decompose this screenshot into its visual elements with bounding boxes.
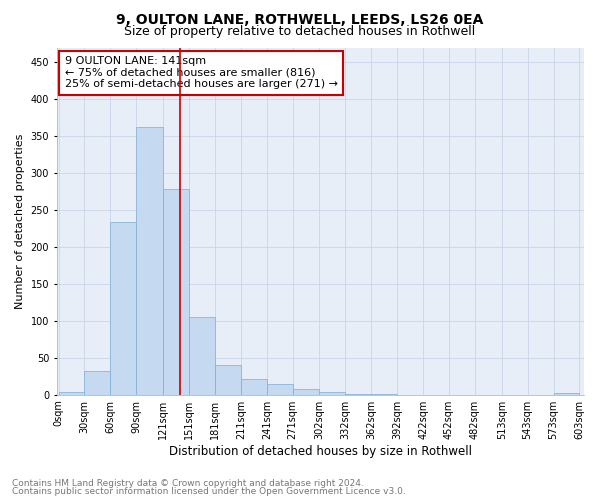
Text: Contains HM Land Registry data © Crown copyright and database right 2024.: Contains HM Land Registry data © Crown c…	[12, 478, 364, 488]
Bar	[241, 379, 267, 394]
Text: 9, OULTON LANE, ROTHWELL, LEEDS, LS26 0EA: 9, OULTON LANE, ROTHWELL, LEEDS, LS26 0E…	[116, 12, 484, 26]
Text: Contains public sector information licensed under the Open Government Licence v3: Contains public sector information licen…	[12, 487, 406, 496]
Bar	[189, 317, 215, 394]
Bar	[110, 222, 136, 394]
Bar	[59, 392, 85, 394]
Bar	[163, 190, 189, 394]
X-axis label: Distribution of detached houses by size in Rothwell: Distribution of detached houses by size …	[169, 444, 472, 458]
Bar	[293, 389, 319, 394]
Bar	[136, 128, 163, 394]
Text: Size of property relative to detached houses in Rothwell: Size of property relative to detached ho…	[124, 25, 476, 38]
Text: 9 OULTON LANE: 141sqm
← 75% of detached houses are smaller (816)
25% of semi-det: 9 OULTON LANE: 141sqm ← 75% of detached …	[65, 56, 338, 90]
Bar	[554, 393, 580, 394]
Bar	[215, 365, 241, 394]
Y-axis label: Number of detached properties: Number of detached properties	[15, 134, 25, 309]
Bar	[319, 392, 346, 394]
Bar	[85, 371, 110, 394]
Bar	[267, 384, 293, 394]
